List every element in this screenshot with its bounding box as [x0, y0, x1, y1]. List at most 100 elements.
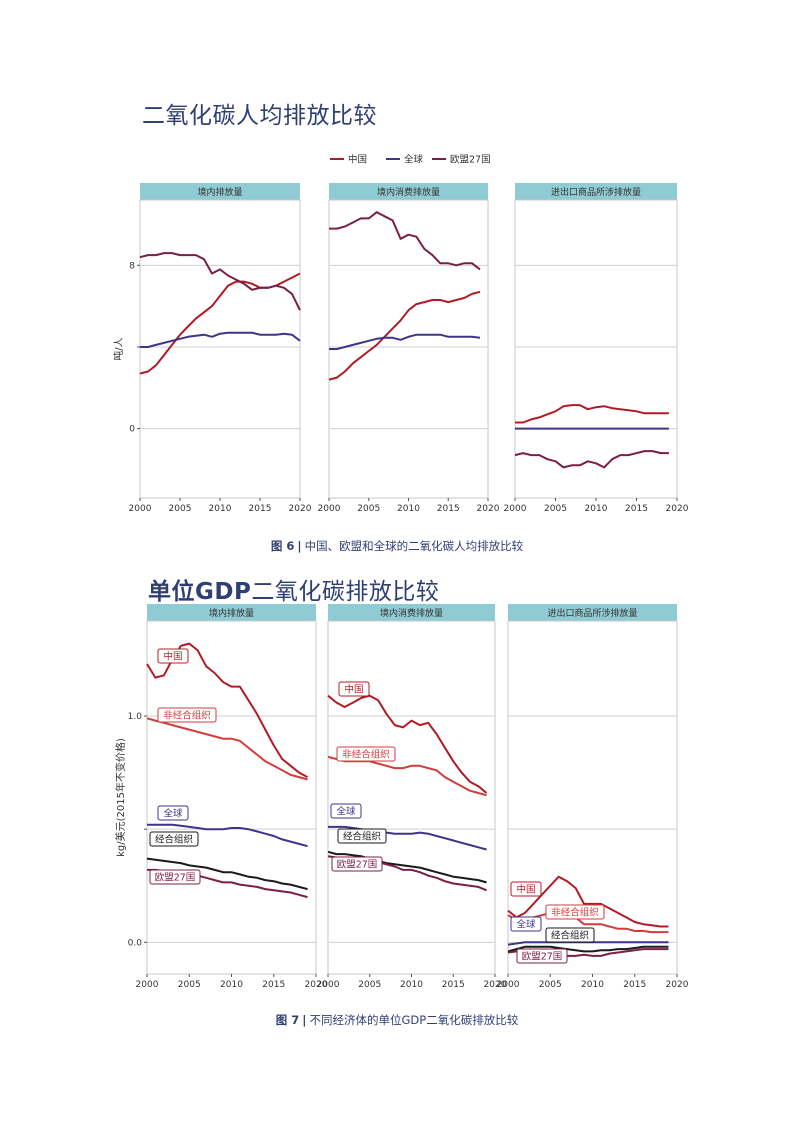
x-tick-label: 2015	[249, 504, 272, 514]
section-title-gdp: 单位GDP二氧化碳排放比较	[148, 572, 439, 606]
x-tick-label: 2000	[129, 504, 152, 514]
series-line-oecd	[507, 945, 669, 953]
section-title-gdp-bold: 单位GDP	[148, 579, 252, 605]
facet-strip-label: 进出口商品所涉排放量	[551, 186, 641, 198]
series-label-text: 全球	[336, 806, 356, 818]
figure-6-number: 图 6	[270, 539, 295, 553]
series-line-oecd	[327, 850, 487, 884]
series-line-eu27	[329, 211, 481, 271]
x-tick-label: 2020	[666, 980, 689, 990]
y-tick-label: 0	[129, 425, 135, 435]
facet-strip-label: 境内排放量	[209, 607, 254, 619]
legend-label: 全球	[404, 154, 424, 166]
facet-strip	[328, 604, 495, 621]
series-line-china	[327, 694, 488, 794]
panel-frame	[327, 620, 496, 975]
series-label-box	[338, 681, 370, 697]
facet-strip-label: 境内消费排放量	[380, 607, 443, 619]
series-label-text: 经合组织	[551, 930, 589, 942]
facet-panel: 境内消费排放量 2000 2005 2010 2015 2020 中国非经合组织全球经合组织…	[317, 604, 507, 990]
x-tick-label: 2020	[289, 504, 312, 514]
facet-strip-label: 境内消费排放量	[377, 186, 440, 198]
series-label-box	[545, 927, 595, 943]
facet-strip	[147, 604, 316, 621]
y-tick-label: 0.0	[128, 938, 143, 948]
panel-frame	[146, 620, 317, 975]
legend-label: 中国	[348, 154, 367, 166]
series-label-text: 经合组织	[155, 834, 193, 846]
series-label: 欧盟27国	[516, 948, 568, 964]
y-tick-label: 8	[129, 261, 135, 271]
series-line-china	[507, 875, 669, 928]
series-label: 经合组织	[149, 831, 199, 847]
x-tick-label: 2010	[585, 504, 608, 514]
series-label: 中国	[338, 681, 370, 697]
x-tick-label: 2015	[442, 980, 465, 990]
series-label: 欧盟27国	[331, 856, 383, 872]
x-tick-label: 2000	[504, 504, 527, 514]
series-label-box	[330, 803, 362, 819]
facet-strip	[329, 183, 488, 200]
y-tick-label: 1.0	[128, 712, 143, 722]
series-label-box	[510, 916, 542, 932]
section-title-gdp-rest: 二氧化碳排放比较	[251, 579, 440, 605]
x-tick-label: 2010	[209, 504, 232, 514]
series-label-text: 欧盟27国	[337, 859, 378, 871]
series-label-text: 全球	[516, 919, 536, 931]
series-line-eu27	[139, 252, 301, 311]
series-label-text: 欧盟27国	[522, 951, 563, 963]
series-label: 中国	[157, 648, 189, 664]
series-label-text: 欧盟27国	[155, 872, 196, 884]
series-line-global	[329, 333, 481, 350]
series-line-oecd	[146, 857, 308, 891]
y-axis: 0.0 1.0 kg/美元(2015年不变价格)	[114, 712, 147, 948]
figure-7-text: 不同经济体的单位GDP二氧化碳排放比较	[309, 1013, 519, 1027]
series-label: 全球	[330, 803, 362, 819]
series-label-box	[337, 828, 387, 844]
series-label: 中国	[510, 881, 542, 897]
x-tick-label: 2010	[397, 504, 420, 514]
series-label: 经合组织	[337, 828, 387, 844]
section-title-per-capita: 二氧化碳人均排放比较	[142, 103, 377, 129]
series-label-text: 非经合组织	[551, 907, 599, 919]
series-label-text: 非经合组织	[163, 710, 211, 722]
series-label-box	[149, 831, 199, 847]
series-line-eu27	[514, 450, 669, 469]
series-label: 非经合组织	[157, 707, 217, 723]
panel-frame	[139, 199, 301, 499]
figure-7-caption: 图 7 | 不同经济体的单位GDP二氧化碳排放比较	[275, 1013, 519, 1027]
series-line-nonoecd	[146, 717, 308, 781]
x-tick-label: 2015	[262, 980, 285, 990]
series-line-global	[140, 331, 301, 348]
series-label-box	[545, 904, 605, 920]
figure-6-caption: 图 6 | 中国、欧盟和全球的二氧化碳人均排放比较	[270, 539, 524, 553]
series-label-text: 全球	[163, 808, 183, 820]
x-tick-label: 2000	[318, 504, 341, 514]
series-label-text: 中国	[344, 684, 363, 696]
x-tick-label: 2020	[666, 504, 689, 514]
series-label: 欧盟27国	[149, 869, 201, 885]
series-label: 经合组织	[545, 927, 595, 943]
series-label-box	[510, 881, 542, 897]
series-line-china	[515, 404, 669, 424]
series-label-text: 非经合组织	[342, 749, 390, 761]
facet-panel: 境内消费排放量 2000 2005 2010 2015 2020	[318, 183, 500, 514]
x-tick-label: 2000	[136, 980, 159, 990]
x-tick-label: 2005	[544, 504, 567, 514]
facet-strip	[508, 604, 677, 621]
series-label: 全球	[510, 916, 542, 932]
facet-panel: 境内排放量 2000 2005 2010 2015 2020	[129, 183, 312, 514]
legend: 中国 全球 欧盟27国	[330, 154, 491, 166]
x-tick-label: 2010	[581, 980, 604, 990]
x-tick-label: 2020	[477, 504, 500, 514]
x-tick-label: 2005	[178, 980, 201, 990]
facet-strip-label: 进出口商品所涉排放量	[547, 607, 637, 619]
facet-panel: 进出口商品所涉排放量 2000 2005 2010 2015 2020	[504, 183, 689, 514]
series-label-box	[157, 707, 217, 723]
figure-7-number: 图 7	[275, 1013, 300, 1027]
legend-label: 欧盟27国	[450, 154, 491, 166]
series-line-china	[328, 290, 481, 381]
series-label-box	[336, 746, 396, 762]
series-line-global	[147, 823, 308, 848]
